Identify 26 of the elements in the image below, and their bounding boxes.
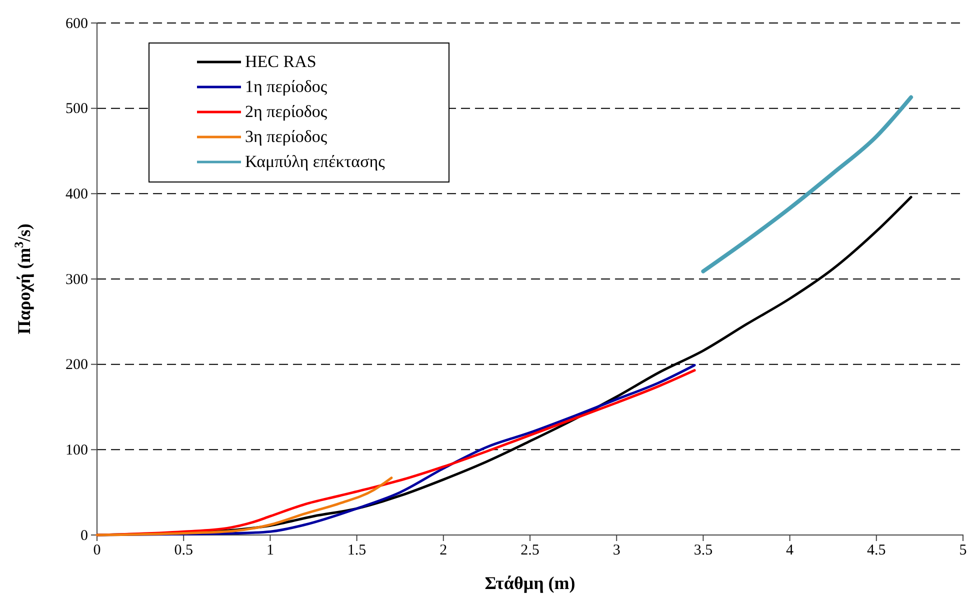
y-tick-label: 600	[66, 16, 88, 32]
x-tick-label: 2	[440, 542, 448, 559]
x-tick-label: 1	[266, 542, 274, 559]
y-tick-label: 300	[66, 272, 88, 288]
x-tick-label: 5	[959, 542, 967, 559]
x-tick-label: 3	[612, 542, 620, 559]
y-tick-label: 100	[66, 442, 88, 458]
x-tick-label: 4.5	[867, 542, 886, 559]
legend-label: Καμπύλη επέκτασης	[245, 152, 386, 171]
y-tick-label: 0	[80, 528, 88, 544]
line-series	[96, 476, 393, 536]
legend-label: 1η περίοδος	[245, 77, 328, 96]
legend-label: 2η περίοδος	[245, 102, 328, 121]
x-tick-label: 0	[93, 542, 101, 559]
x-tick-label: 0.5	[174, 542, 193, 559]
line-series	[701, 95, 914, 274]
y-tick-label: 500	[66, 101, 88, 118]
x-tick-label: 1.5	[347, 542, 366, 559]
x-tick-label: 3.5	[694, 542, 713, 559]
legend-label: 3η περίοδος	[245, 127, 328, 146]
x-tick-label: 4	[786, 542, 794, 559]
y-tick-label: 200	[66, 357, 88, 374]
x-axis-title: Στάθμη (m)	[484, 573, 576, 593]
x-tick-label: 2.5	[520, 542, 540, 559]
legend-label: HEC RAS	[245, 52, 316, 71]
y-tick-label: 400	[66, 186, 88, 202]
